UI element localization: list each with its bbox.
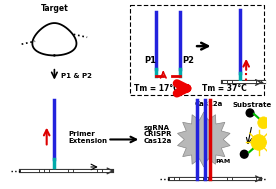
Text: sgRNA: sgRNA xyxy=(144,125,170,131)
Text: Target: Target xyxy=(41,4,68,13)
Circle shape xyxy=(246,109,254,117)
Text: Cas12a: Cas12a xyxy=(195,101,223,107)
Circle shape xyxy=(258,117,269,129)
Text: P1 & P2: P1 & P2 xyxy=(61,73,92,79)
Circle shape xyxy=(251,135,266,150)
Text: P2: P2 xyxy=(183,56,195,65)
Text: Substrate: Substrate xyxy=(232,102,272,108)
Text: P1: P1 xyxy=(144,56,156,65)
Circle shape xyxy=(240,150,248,158)
Text: CRISPR
Cas12a: CRISPR Cas12a xyxy=(144,131,172,144)
Polygon shape xyxy=(177,112,230,167)
Text: Tm = 37°C: Tm = 37°C xyxy=(202,84,246,93)
Text: Primer
Extension: Primer Extension xyxy=(69,131,108,144)
Text: Tm = 17°C: Tm = 17°C xyxy=(134,84,179,93)
Text: PAM: PAM xyxy=(215,159,230,164)
